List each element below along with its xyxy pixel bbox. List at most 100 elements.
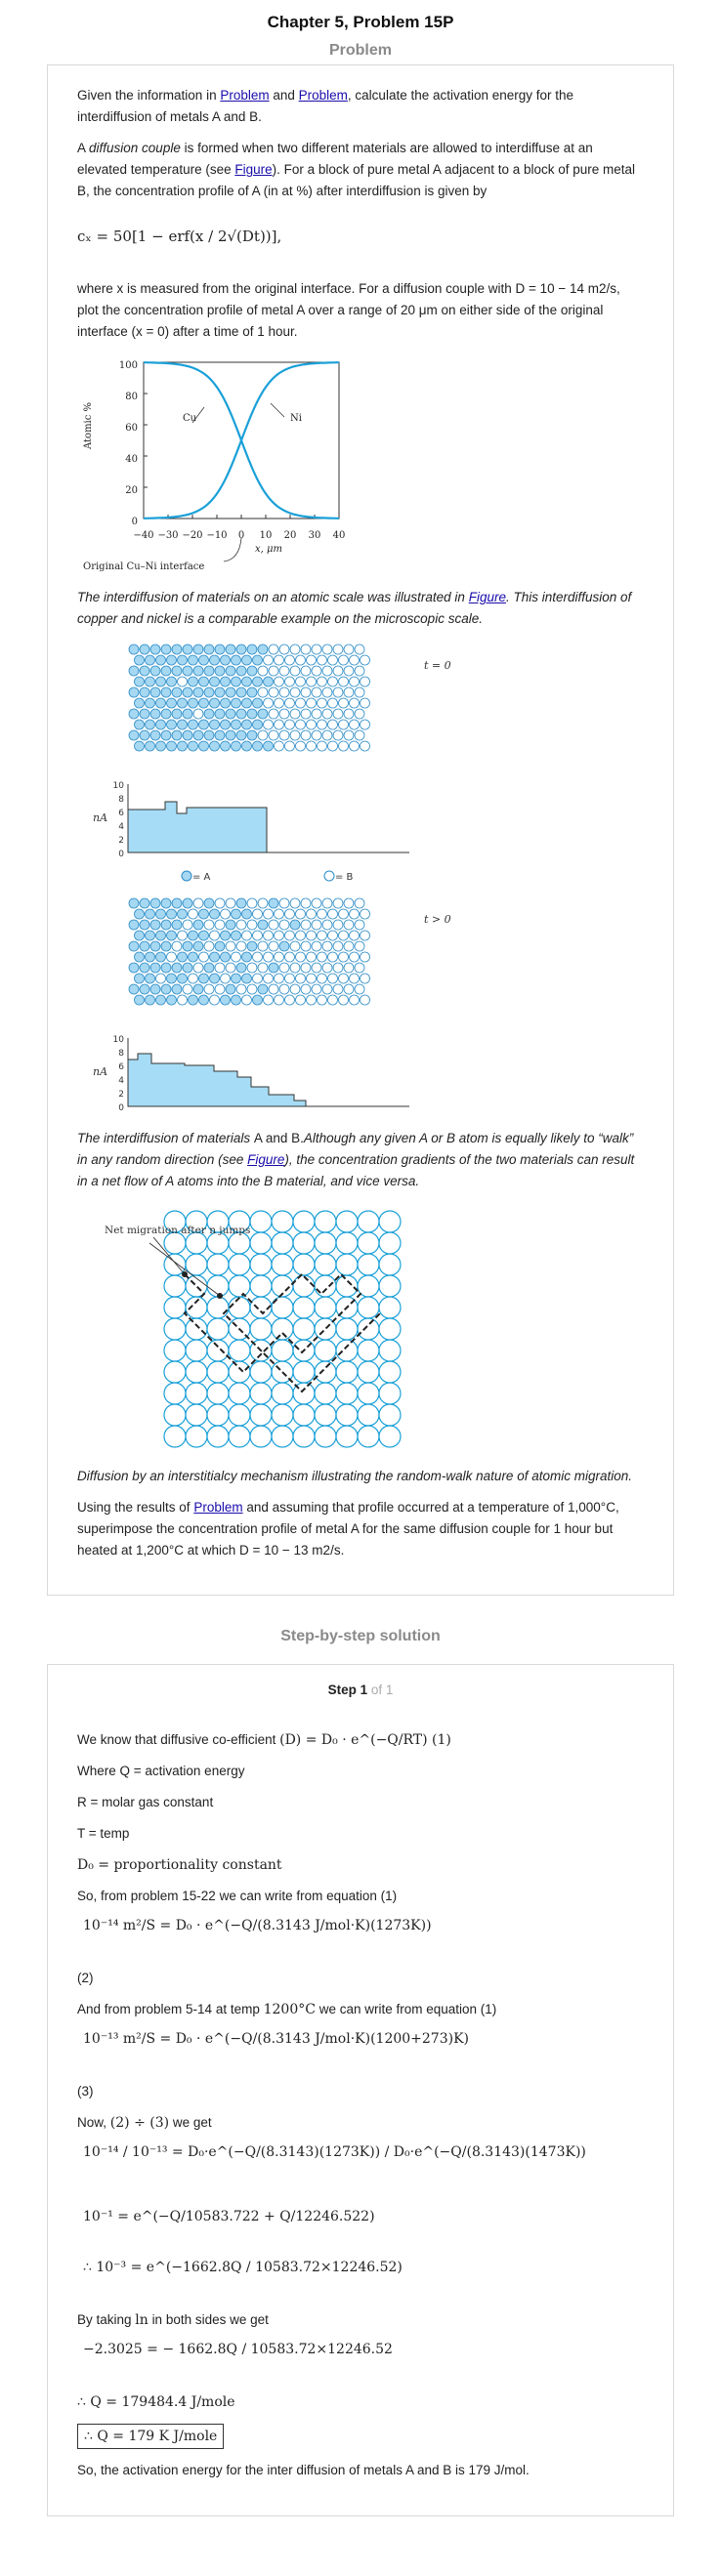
atom-a [246, 686, 258, 698]
atom-a [235, 897, 247, 909]
atom-b [354, 644, 365, 655]
lattice-atom [314, 1339, 337, 1362]
atom-a [241, 973, 252, 984]
atom-b [252, 930, 263, 941]
atom-b [268, 919, 279, 931]
atom-b [317, 654, 327, 666]
problem-link-2[interactable]: Problem [298, 88, 348, 103]
text: in both sides we get [151, 2312, 269, 2327]
atom-a [145, 676, 155, 687]
atom-a [192, 729, 204, 741]
figure-link[interactable]: Figure [247, 1152, 285, 1167]
atom-a [214, 708, 226, 720]
atom-b [360, 973, 370, 984]
atom-b [274, 719, 284, 730]
atom-b [300, 940, 312, 952]
atom-b [235, 919, 247, 931]
text: By taking [77, 2312, 132, 2327]
atom-b [289, 708, 301, 720]
atom-a [128, 729, 140, 741]
atom-b [252, 973, 263, 984]
text: , calculate the activation energy for th… [77, 88, 574, 124]
atom-b [214, 919, 226, 931]
atom-a [246, 940, 258, 952]
lattice-atom [292, 1317, 316, 1341]
atom-a [139, 644, 150, 655]
lattice-atom [357, 1403, 380, 1427]
problem-link-3[interactable]: Problem [193, 1500, 243, 1515]
atom-b [295, 719, 306, 730]
atom-b [257, 686, 269, 698]
solution-line: Now, (2) ÷ (3) we get [77, 2113, 644, 2133]
atom-a [166, 676, 177, 687]
atom-b [327, 994, 338, 1006]
atom-b [332, 983, 344, 995]
atom-b [171, 940, 183, 952]
atom-a [128, 962, 140, 974]
lattice-atom [228, 1274, 251, 1298]
atom-b [278, 665, 290, 677]
atom-a [214, 644, 226, 655]
atom-a [198, 697, 209, 709]
figure-link[interactable]: Figure [234, 162, 273, 177]
text: and [269, 88, 299, 103]
atom-a [241, 719, 252, 730]
lattice-atom [335, 1382, 359, 1405]
end-marker [217, 1293, 223, 1299]
text: The interdiffusion of materials on an at… [77, 590, 469, 604]
atom-a [209, 697, 220, 709]
atom-b [321, 962, 333, 974]
atom-b [306, 676, 317, 687]
atom-b [327, 973, 338, 984]
formula-text: cₓ = 50[1 − erf(x / 2√(Dt))], [77, 228, 282, 245]
equation-number: (3) [77, 2084, 94, 2098]
atom-b [338, 973, 349, 984]
atom-b [300, 708, 312, 720]
lattice-atom [335, 1425, 359, 1448]
atom-a [252, 654, 263, 666]
atom-b [349, 951, 360, 963]
atom-a [155, 719, 166, 730]
lattice-atom [314, 1210, 337, 1233]
atom-a [166, 654, 177, 666]
atom-a [149, 940, 161, 952]
atom-a [177, 697, 188, 709]
atom-b [274, 930, 284, 941]
lattice-atom [357, 1339, 380, 1362]
lattice-atom [314, 1274, 337, 1298]
atom-b [257, 665, 269, 677]
problem-link-1[interactable]: Problem [220, 88, 270, 103]
lattice-atom [335, 1253, 359, 1276]
atom-b [300, 962, 312, 974]
atom-b [338, 654, 349, 666]
lattice-atom [378, 1296, 402, 1319]
atom-a [149, 665, 161, 677]
interface-label: Original Cu–Ni interface [83, 561, 204, 572]
lattice-atom [206, 1360, 230, 1384]
lattice-atom [292, 1253, 316, 1276]
lattice-atom [378, 1403, 402, 1427]
atom-a [171, 686, 183, 698]
hist-tick: 4 [118, 1076, 124, 1086]
atom-a [166, 908, 177, 920]
figure-link[interactable]: Figure [468, 590, 506, 604]
tgt0-label: t > 0 [424, 913, 451, 926]
net-migration-label: Net migration after n jumps [105, 1225, 250, 1236]
lattice-atom [314, 1296, 337, 1319]
atom-b [311, 686, 322, 698]
atom-b [332, 962, 344, 974]
atom-b [257, 940, 269, 952]
atom-a [155, 654, 166, 666]
hist-tick: 8 [118, 795, 124, 805]
atom-a [192, 919, 204, 931]
ni-curve [144, 361, 339, 519]
atom-a [128, 665, 140, 677]
atom-a [160, 708, 172, 720]
atom-b [306, 697, 317, 709]
atom-a [220, 697, 231, 709]
text: we get [172, 2115, 212, 2130]
text: ), the concentration gradients of the tw… [77, 1152, 635, 1188]
atom-a [235, 686, 247, 698]
atom-b [311, 897, 322, 909]
atom-a [149, 729, 161, 741]
